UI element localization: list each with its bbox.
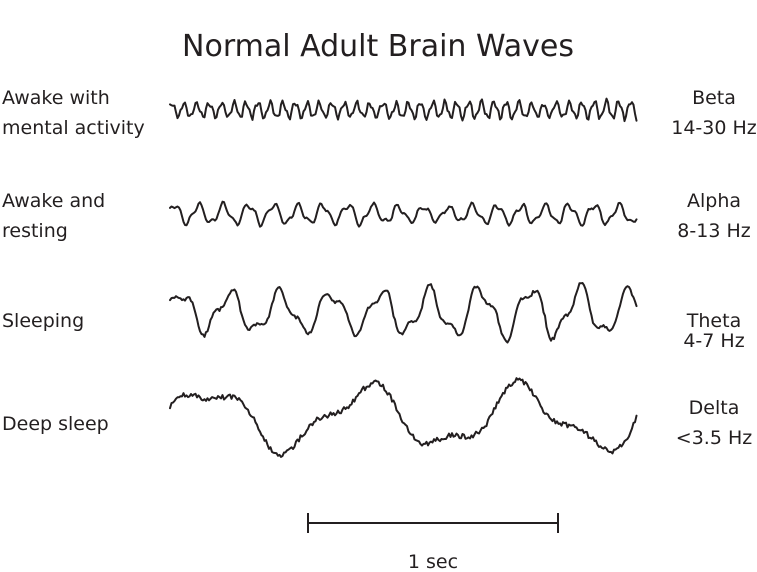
band-frequency: 4-7 Hz — [683, 330, 744, 352]
state-label: resting — [2, 220, 68, 242]
band-name: Alpha — [687, 190, 741, 212]
diagram-title: Normal Adult Brain Waves — [182, 29, 574, 64]
band-name: Delta — [689, 397, 740, 419]
alpha-waveform — [169, 200, 638, 228]
band-name: Beta — [692, 87, 736, 109]
band-frequency: 14-30 Hz — [671, 117, 757, 139]
scale-bar: 1 sec — [307, 513, 559, 572]
delta-waveform — [169, 377, 638, 458]
beta-waveform — [169, 97, 638, 123]
wave-row-alpha: Awake and resting Alpha 8-13 Hz — [2, 190, 751, 242]
wave-row-beta: Awake with mental activity Beta 14-30 Hz — [2, 87, 757, 139]
state-label: Sleeping — [2, 310, 84, 332]
band-frequency: 8-13 Hz — [677, 220, 750, 242]
band-frequency: <3.5 Hz — [676, 427, 752, 449]
state-label: Awake and — [2, 190, 105, 212]
state-label: Awake with — [2, 87, 110, 109]
state-label: Deep sleep — [2, 413, 109, 435]
wave-row-delta: Deep sleep Delta <3.5 Hz — [2, 377, 752, 458]
band-name: Theta — [686, 310, 741, 332]
state-label: mental activity — [2, 117, 145, 139]
scale-bar-label: 1 sec — [408, 551, 458, 572]
theta-waveform — [169, 282, 638, 344]
